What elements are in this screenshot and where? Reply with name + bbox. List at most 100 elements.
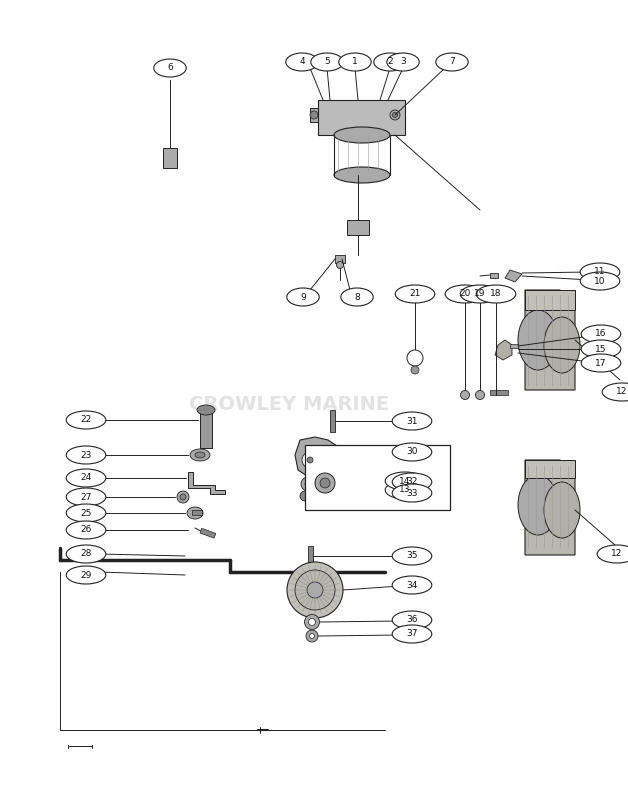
Ellipse shape — [154, 59, 186, 77]
Ellipse shape — [66, 446, 106, 464]
Circle shape — [307, 457, 313, 463]
Ellipse shape — [445, 285, 485, 303]
Text: 21: 21 — [409, 290, 421, 298]
Text: 14: 14 — [399, 477, 411, 486]
Polygon shape — [188, 472, 225, 494]
Ellipse shape — [66, 566, 106, 584]
Ellipse shape — [190, 449, 210, 461]
Text: 20: 20 — [459, 290, 471, 298]
Ellipse shape — [392, 473, 432, 491]
Circle shape — [460, 390, 470, 399]
Circle shape — [392, 113, 398, 118]
Circle shape — [306, 630, 318, 642]
Bar — [163, 148, 177, 168]
Circle shape — [305, 481, 311, 487]
Bar — [347, 220, 369, 235]
Text: 3: 3 — [400, 58, 406, 66]
Circle shape — [287, 562, 343, 618]
Text: 28: 28 — [80, 550, 92, 558]
Text: 32: 32 — [406, 478, 418, 486]
Circle shape — [177, 491, 189, 503]
Polygon shape — [495, 340, 512, 360]
Ellipse shape — [66, 504, 106, 522]
Ellipse shape — [385, 472, 425, 490]
Ellipse shape — [286, 53, 318, 71]
Bar — [200, 528, 216, 538]
Text: 12: 12 — [616, 387, 628, 397]
Ellipse shape — [387, 53, 420, 71]
Polygon shape — [295, 437, 345, 478]
Text: 8: 8 — [354, 293, 360, 302]
Ellipse shape — [460, 285, 500, 303]
Ellipse shape — [581, 354, 621, 372]
Circle shape — [411, 366, 419, 374]
Circle shape — [310, 111, 318, 119]
Text: 1: 1 — [352, 58, 358, 66]
Circle shape — [300, 491, 310, 501]
Text: 9: 9 — [300, 293, 306, 302]
Ellipse shape — [518, 310, 558, 370]
Text: 33: 33 — [406, 489, 418, 498]
Ellipse shape — [287, 288, 319, 306]
Ellipse shape — [66, 521, 106, 539]
Text: 5: 5 — [324, 58, 330, 66]
Bar — [330, 410, 335, 432]
Circle shape — [295, 570, 335, 610]
Polygon shape — [505, 270, 522, 282]
Bar — [308, 546, 313, 566]
Text: 27: 27 — [80, 493, 92, 502]
Ellipse shape — [392, 412, 432, 430]
Ellipse shape — [597, 545, 628, 563]
Text: 25: 25 — [80, 509, 92, 518]
Text: 11: 11 — [594, 267, 606, 277]
Ellipse shape — [197, 405, 215, 415]
Ellipse shape — [392, 625, 432, 643]
Text: 22: 22 — [80, 415, 92, 425]
Circle shape — [475, 390, 484, 399]
Ellipse shape — [66, 488, 106, 506]
Ellipse shape — [385, 481, 425, 499]
Text: 36: 36 — [406, 615, 418, 625]
Ellipse shape — [311, 53, 343, 71]
Text: 26: 26 — [80, 526, 92, 534]
Circle shape — [337, 262, 344, 269]
Text: 12: 12 — [611, 550, 623, 558]
Ellipse shape — [544, 482, 580, 538]
Ellipse shape — [476, 285, 516, 303]
Text: 19: 19 — [474, 290, 485, 298]
Ellipse shape — [334, 127, 390, 143]
Ellipse shape — [395, 285, 435, 303]
Ellipse shape — [392, 576, 432, 594]
Text: 34: 34 — [406, 581, 418, 590]
Text: 4: 4 — [299, 58, 305, 66]
Text: 24: 24 — [80, 474, 92, 482]
Text: 7: 7 — [449, 58, 455, 66]
Text: 30: 30 — [406, 447, 418, 457]
Polygon shape — [525, 290, 575, 390]
Bar — [200, 408, 212, 448]
Circle shape — [302, 452, 318, 468]
Bar — [490, 273, 498, 278]
Ellipse shape — [66, 411, 106, 429]
Ellipse shape — [392, 611, 432, 629]
Circle shape — [320, 478, 330, 488]
Ellipse shape — [374, 53, 406, 71]
Ellipse shape — [580, 272, 620, 290]
Text: 2: 2 — [387, 58, 392, 66]
Ellipse shape — [338, 53, 371, 71]
Circle shape — [308, 618, 315, 626]
Circle shape — [390, 110, 400, 120]
Text: 31: 31 — [406, 417, 418, 426]
Ellipse shape — [581, 325, 621, 343]
Circle shape — [301, 477, 315, 491]
Ellipse shape — [341, 288, 373, 306]
Bar — [525, 290, 575, 310]
Bar — [335, 255, 345, 263]
Polygon shape — [525, 460, 575, 555]
Ellipse shape — [66, 545, 106, 563]
Text: 18: 18 — [490, 290, 502, 298]
Text: 23: 23 — [80, 450, 92, 459]
Circle shape — [180, 494, 186, 500]
Text: CROWLEY MARINE: CROWLEY MARINE — [189, 394, 389, 414]
Bar — [305, 445, 450, 510]
